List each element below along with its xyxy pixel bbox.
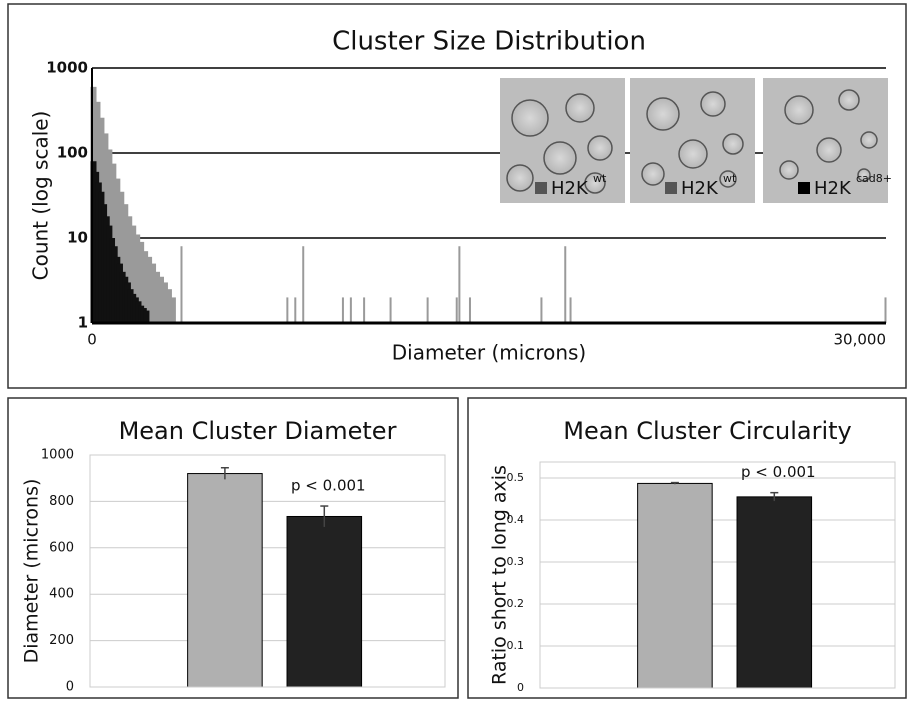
legend-superscript: cad8+ <box>856 172 892 185</box>
y-tick-label: 0.3 <box>507 555 525 568</box>
legend-swatch <box>535 182 547 194</box>
bar <box>146 256 153 323</box>
cell <box>838 89 860 111</box>
y-tick-label: 100 <box>57 144 88 162</box>
bar <box>286 515 363 688</box>
cell <box>565 93 595 123</box>
y-tick-label: 400 <box>49 587 74 602</box>
bar <box>118 191 125 323</box>
cell <box>784 95 814 125</box>
bar <box>349 297 352 323</box>
y-axis-label: Ratio short to long axis <box>489 465 511 685</box>
y-tick-label: 10 <box>67 229 88 247</box>
bar <box>294 297 297 323</box>
y-tick-label: 1 <box>78 314 88 332</box>
y-axis-label: Diameter (microns) <box>21 479 43 664</box>
y-tick-label: 0 <box>66 680 74 695</box>
y-tick-label: 0.2 <box>507 597 525 610</box>
annotation: p < 0.001 <box>291 477 366 495</box>
cell <box>511 99 549 137</box>
x-tick-label: 30,000 <box>834 331 887 349</box>
bar <box>138 241 145 323</box>
bar <box>458 246 461 323</box>
chart-title: Cluster Size Distribution <box>332 27 646 57</box>
bar <box>187 473 263 688</box>
bar <box>455 297 458 323</box>
legend-superscript: wt <box>723 172 737 185</box>
bar <box>389 297 392 323</box>
cell <box>860 131 878 149</box>
cell <box>719 170 737 188</box>
bar <box>884 297 887 323</box>
cell <box>506 164 534 192</box>
plot-frame <box>89 454 446 688</box>
y-tick-label: 0.1 <box>507 639 525 652</box>
legend-label: H2K <box>814 178 852 199</box>
bar <box>150 263 157 323</box>
bar <box>736 496 813 689</box>
bar <box>341 297 344 323</box>
annotation: p < 0.001 <box>741 463 816 481</box>
bar <box>143 310 150 323</box>
y-tick-label: 0 <box>517 681 524 694</box>
chart-title: Mean Cluster Circularity <box>563 417 852 445</box>
cell <box>543 141 577 175</box>
y-tick-label: 800 <box>49 494 74 509</box>
bar <box>180 246 183 323</box>
cell <box>722 133 744 155</box>
y-tick-label: 600 <box>49 540 74 555</box>
y-axis-label: Count (log scale) <box>29 111 53 281</box>
y-tick-label: 1000 <box>46 59 88 77</box>
bar <box>134 234 141 323</box>
bar <box>161 282 168 323</box>
bar <box>569 297 572 323</box>
cell <box>857 168 871 182</box>
bar <box>540 297 543 323</box>
bar <box>130 225 137 323</box>
bar <box>286 297 289 323</box>
y-tick-label: 0.4 <box>507 513 525 526</box>
bar <box>169 297 176 323</box>
legend-superscript: wt <box>593 172 607 185</box>
cell <box>678 139 708 169</box>
legend-swatch <box>665 182 677 194</box>
x-tick-label: 0 <box>87 331 97 349</box>
cell <box>584 172 606 194</box>
legend-swatch <box>798 182 810 194</box>
bar <box>165 289 172 323</box>
bar <box>157 276 164 323</box>
y-tick-label: 1000 <box>41 448 74 463</box>
bar <box>637 482 713 689</box>
bar <box>154 271 161 323</box>
bar <box>468 297 471 323</box>
bar <box>302 246 305 323</box>
cell <box>816 137 842 163</box>
bar <box>426 297 429 323</box>
y-tick-label: 0.5 <box>507 471 525 484</box>
bar <box>363 297 366 323</box>
plot-frame <box>539 461 896 689</box>
bar <box>142 251 149 323</box>
y-tick-label: 200 <box>49 633 74 648</box>
chart-title: Mean Cluster Diameter <box>119 417 397 445</box>
bar <box>122 204 129 323</box>
cell <box>641 162 665 186</box>
bar <box>126 216 133 323</box>
legend-label: H2K <box>551 178 589 199</box>
bar <box>564 246 567 323</box>
legend-label: H2K <box>681 178 719 199</box>
cell <box>587 135 613 161</box>
cell <box>779 160 799 180</box>
cell <box>700 91 726 117</box>
cell <box>646 97 680 131</box>
x-axis-label: Diameter (microns) <box>392 341 586 365</box>
